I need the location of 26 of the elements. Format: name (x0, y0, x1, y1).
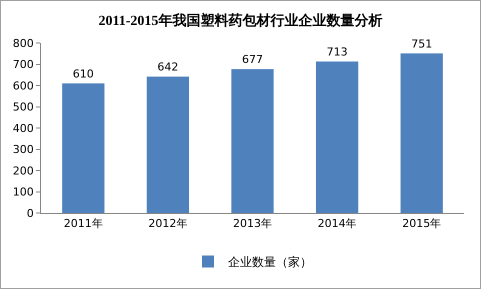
data-label: 713 (326, 45, 348, 58)
bar (62, 83, 104, 213)
data-label: 677 (242, 53, 263, 66)
bar (316, 61, 358, 213)
data-label: 751 (411, 37, 432, 50)
bar (146, 76, 190, 213)
y-tick-label: 200 (12, 164, 34, 178)
bar (400, 53, 443, 213)
x-tick-label: 2013年 (233, 217, 272, 230)
data-label: 642 (157, 60, 178, 74)
y-tick-label: 0 (26, 206, 34, 220)
data-label: 610 (72, 67, 94, 80)
y-tick-label: 500 (12, 100, 34, 114)
x-tick-label: 2015年 (402, 217, 442, 230)
y-tick-label: 700 (12, 58, 34, 72)
y-tick-label: 800 (12, 36, 34, 50)
y-tick-label: 100 (12, 186, 34, 199)
x-tick-label: 2012年 (148, 217, 188, 230)
y-tick-label: 300 (12, 143, 34, 156)
x-tick-label: 2014年 (318, 217, 357, 230)
bar (231, 69, 274, 213)
chart-title: 2011-2015年我国塑料药包材行业企业数量分析 (98, 12, 382, 30)
legend-label: 企业数量（家） (228, 255, 312, 270)
y-tick-label: 600 (12, 79, 34, 92)
y-tick-label: 400 (12, 122, 34, 135)
x-tick-label: 2011年 (64, 217, 103, 230)
